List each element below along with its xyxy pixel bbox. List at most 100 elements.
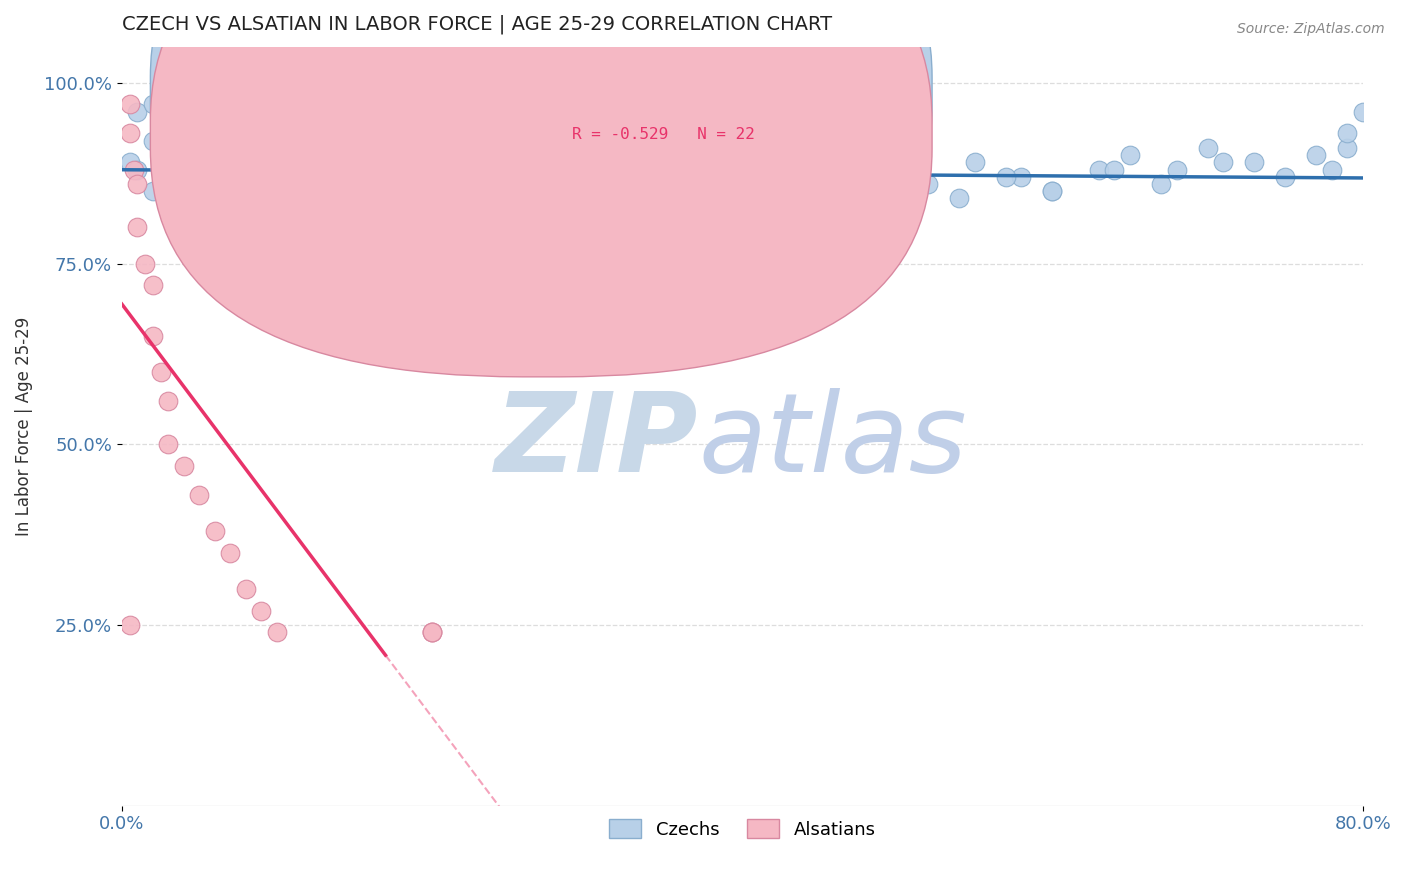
Point (266, 155, 288, 169)
Point (142, 278, 165, 293)
Point (122, 162, 145, 177)
Point (654, 177, 676, 191)
Point (250, 184, 273, 198)
Point (1010, 169, 1032, 184)
Point (173, 169, 195, 184)
Point (1212, 155, 1234, 169)
Point (886, 177, 908, 191)
Point (204, 169, 226, 184)
Legend: Czechs, Alsatians: Czechs, Alsatians (602, 813, 883, 846)
Point (134, 256, 156, 270)
Point (529, 184, 551, 198)
Point (188, 206, 211, 220)
Point (157, 393, 180, 408)
Text: R = -0.529   N = 22: R = -0.529 N = 22 (572, 128, 755, 142)
Point (127, 220, 149, 235)
Point (188, 488, 211, 502)
Point (250, 127, 273, 141)
Point (235, 582, 257, 596)
Point (1305, 148, 1327, 162)
Point (498, 169, 520, 184)
Y-axis label: In Labor Force | Age 25-29: In Labor Force | Age 25-29 (15, 317, 32, 536)
Point (793, 184, 815, 198)
Point (948, 192, 970, 206)
Point (142, 97, 165, 112)
Point (188, 90, 211, 104)
Point (142, 134, 165, 148)
Point (669, 192, 692, 206)
Point (173, 112, 195, 126)
Point (297, 169, 319, 184)
Point (281, 148, 304, 162)
Point (420, 625, 443, 640)
Point (1150, 177, 1173, 191)
Point (359, 155, 381, 169)
Point (219, 184, 242, 198)
Point (1042, 184, 1064, 198)
Point (1351, 104, 1374, 119)
Point (328, 148, 350, 162)
Point (173, 192, 195, 206)
Point (312, 192, 335, 206)
Point (297, 184, 319, 198)
Point (173, 141, 195, 155)
Point (685, 192, 707, 206)
Point (963, 155, 986, 169)
Point (204, 141, 226, 155)
Point (343, 169, 366, 184)
Point (886, 162, 908, 177)
Point (839, 199, 862, 213)
Point (420, 625, 443, 640)
Point (839, 184, 862, 198)
Point (1274, 169, 1296, 184)
Point (157, 162, 180, 177)
Point (623, 177, 645, 191)
Point (266, 625, 288, 640)
Point (1336, 141, 1358, 155)
Point (1042, 184, 1064, 198)
Point (142, 328, 165, 343)
Point (118, 127, 141, 141)
Point (157, 148, 180, 162)
Point (250, 169, 273, 184)
Point (235, 141, 257, 155)
Point (142, 184, 165, 198)
FancyBboxPatch shape (506, 66, 860, 161)
Point (994, 169, 1017, 184)
Point (374, 134, 396, 148)
Point (808, 169, 831, 184)
Point (374, 177, 396, 191)
Point (1243, 155, 1265, 169)
Point (127, 162, 149, 177)
Point (546, 177, 568, 191)
Point (118, 97, 141, 112)
Point (188, 127, 211, 141)
Point (498, 169, 520, 184)
Point (576, 199, 599, 213)
Point (235, 199, 257, 213)
Point (328, 177, 350, 191)
Point (157, 437, 180, 451)
Point (219, 134, 242, 148)
Point (266, 134, 288, 148)
Point (482, 184, 505, 198)
Point (312, 162, 335, 177)
Text: CZECH VS ALSATIAN IN LABOR FORCE | AGE 25-29 CORRELATION CHART: CZECH VS ALSATIAN IN LABOR FORCE | AGE 2… (122, 15, 832, 35)
Point (250, 603, 273, 617)
Point (716, 169, 738, 184)
Point (1088, 162, 1111, 177)
Point (127, 177, 149, 191)
Point (328, 192, 350, 206)
Point (747, 184, 769, 198)
Point (467, 162, 489, 177)
Point (451, 206, 474, 220)
Point (173, 458, 195, 473)
Point (561, 206, 583, 220)
Point (405, 199, 427, 213)
Point (157, 127, 180, 141)
Point (529, 155, 551, 169)
Point (374, 184, 396, 198)
Point (731, 169, 754, 184)
Point (420, 169, 443, 184)
Point (281, 192, 304, 206)
